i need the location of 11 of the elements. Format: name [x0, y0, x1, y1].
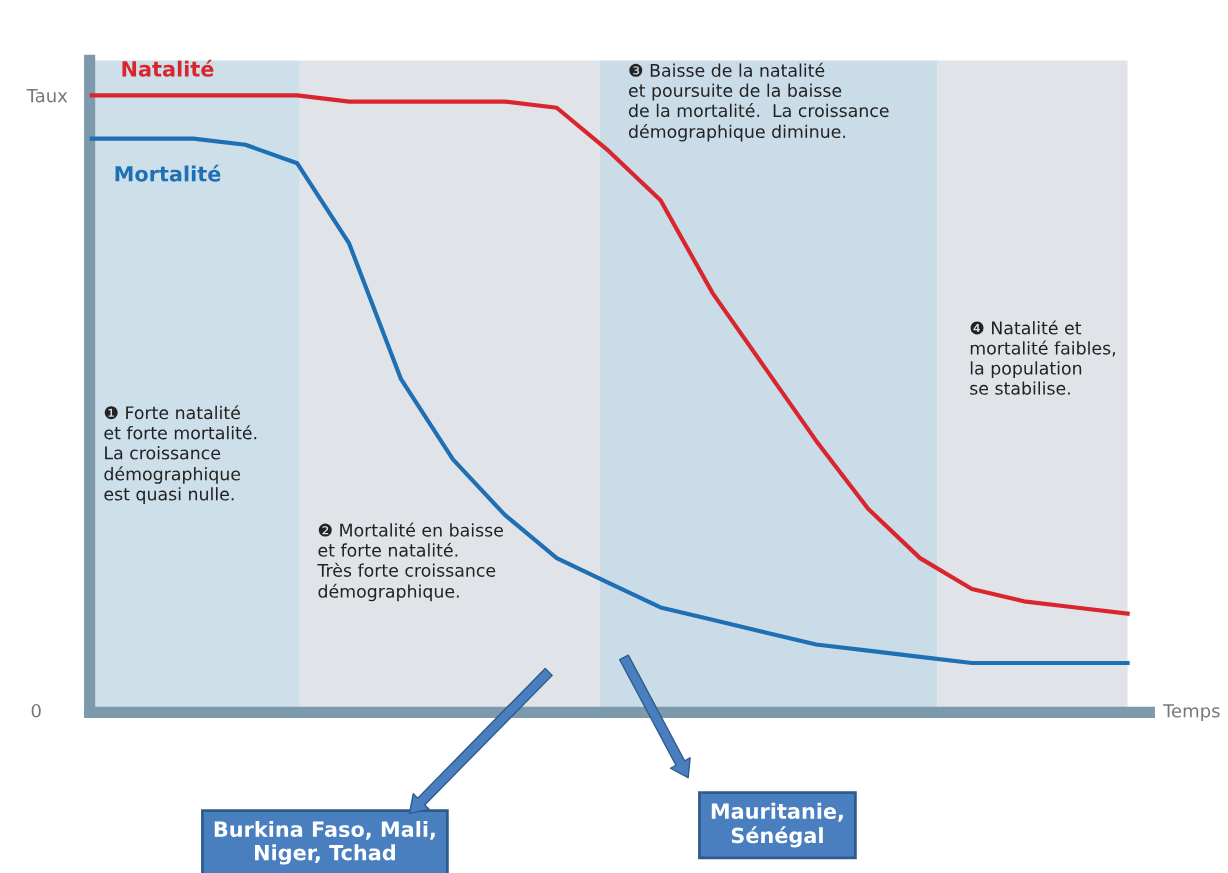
- annotation: ❹ Natalité et mortalité faibles, la population se stabilise.: [970, 320, 1115, 395]
- text: 0: [31, 703, 41, 718]
- text: Mauritanie, Sénégal: [711, 802, 843, 848]
- annotation: ❷ Mortalité en baisse et forte natalité. Très forte croissance démographique.: [317, 522, 503, 602]
- x-axis-title: Temps: [1162, 704, 1220, 722]
- series-label: Mortalité: [115, 164, 221, 182]
- text: Burkina Faso, Mali, Niger, Tchad: [214, 820, 435, 865]
- series-label: Natalité: [122, 59, 214, 77]
- annotation: ❸ Baisse de la natalité et poursuite de la baisse de la mortalité. La croissance démographique diminue.: [628, 62, 889, 142]
- annotation: ❶ Forte natalité et forte mortalité. La croissance démographique est quasi nulle.: [104, 405, 257, 504]
- y-axis-title: Taux: [26, 88, 68, 103]
